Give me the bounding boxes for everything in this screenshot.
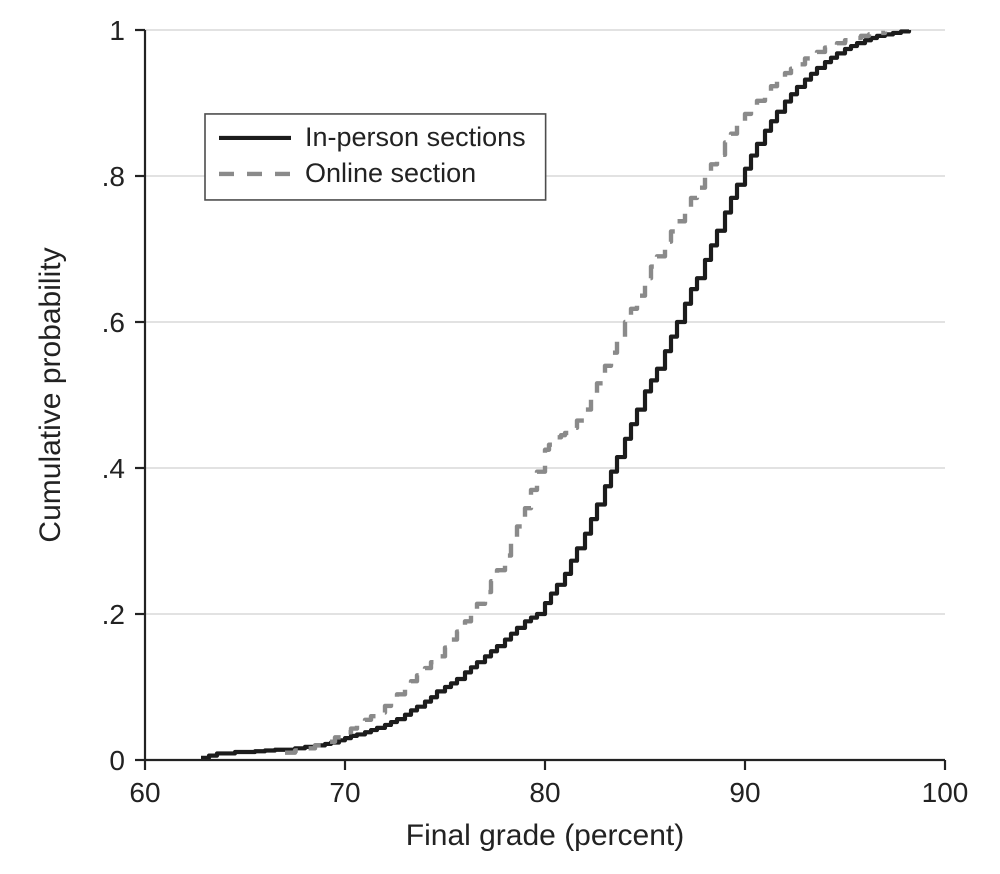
y-tick-label: 0 — [109, 745, 125, 776]
x-axis-label: Final grade (percent) — [406, 819, 684, 852]
x-tick-label: 100 — [922, 777, 969, 808]
y-tick-label: .4 — [102, 453, 125, 484]
x-tick-label: 60 — [129, 777, 160, 808]
legend-label: In-person sections — [305, 122, 526, 152]
y-axis-label: Cumulative probability — [34, 247, 67, 542]
x-tick-label: 90 — [729, 777, 760, 808]
y-tick-label: 1 — [109, 15, 125, 46]
cdf-chart: 60 70 80 90 100 Final grade (percent) 0 .2 .4 .6.… — [0, 0, 1000, 874]
legend: In-person sections Online section — [205, 114, 546, 200]
x-tick-label: 80 — [529, 777, 560, 808]
y-tick-label: .8 — [102, 161, 125, 192]
chart-svg: 60 70 80 90 100 Final grade (percent) 0 .2 .4 .6.… — [0, 0, 1000, 874]
x-tick-label: 70 — [329, 777, 360, 808]
y-tick-label: .2 — [102, 599, 125, 630]
legend-label: Online section — [305, 158, 476, 188]
y-tick-label: .6 — [102, 307, 125, 338]
